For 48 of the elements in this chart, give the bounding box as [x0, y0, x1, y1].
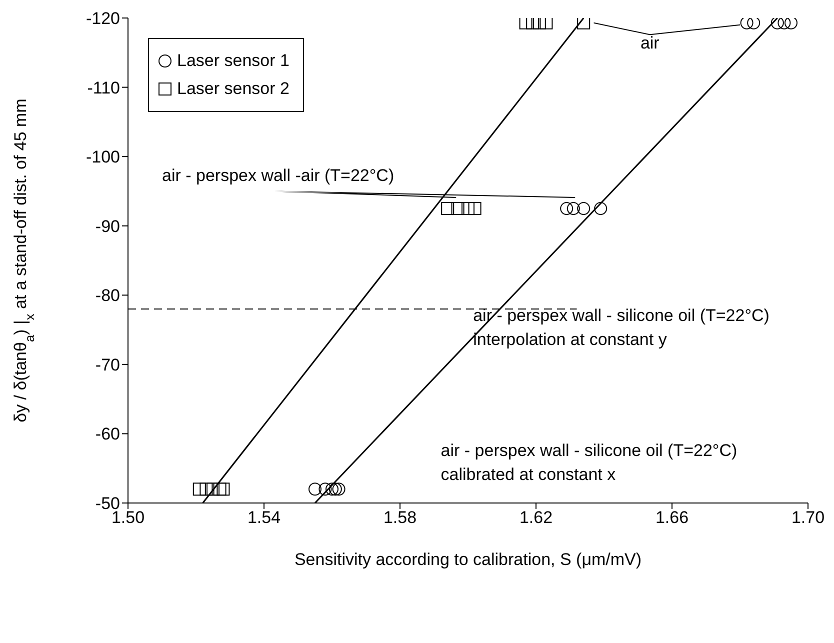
point — [778, 18, 791, 30]
x-tick-label: 1.62 — [519, 508, 553, 528]
x-axis-title: Sensitivity according to calibration, S (μm/mV) — [294, 550, 642, 569]
annotation: air - perspex wall - silicone oil (T=22°C) interpolation at constant y — [473, 306, 770, 349]
annotation: air — [640, 33, 660, 52]
annotation: air - perspex wall -air (T=22°C) — [162, 166, 394, 185]
point — [462, 202, 474, 216]
point — [213, 482, 226, 496]
x-tick-label: 1.66 — [655, 508, 689, 528]
point — [560, 202, 574, 216]
point — [519, 18, 532, 30]
point — [328, 482, 342, 496]
x-tick-label: 1.50 — [111, 508, 145, 528]
point — [532, 18, 546, 30]
legend-label: Laser sensor 1 — [177, 51, 290, 71]
point — [318, 482, 332, 496]
y-tick-label: -120 — [86, 9, 120, 28]
y-tick-label: -90 — [95, 216, 120, 236]
point — [192, 482, 206, 496]
annotation: air - perspex wall - silicone oil (T=22°C) calibrated at constant x — [440, 440, 738, 484]
x-tick-label: 1.58 — [383, 508, 417, 528]
point — [740, 18, 754, 30]
y-tick-label: -70 — [95, 355, 120, 374]
point — [770, 18, 784, 30]
point — [594, 202, 608, 216]
point — [577, 18, 590, 30]
point — [540, 18, 553, 30]
point — [747, 18, 760, 30]
legend-label: Laser sensor 2 — [177, 79, 290, 99]
point — [206, 482, 220, 496]
point — [451, 202, 464, 216]
point — [566, 202, 580, 216]
point — [216, 482, 230, 496]
point — [308, 482, 322, 496]
point — [332, 482, 346, 496]
point — [526, 18, 540, 30]
point — [784, 18, 798, 30]
x-tick-label: 1.70 — [791, 508, 825, 528]
y-tick-label: -60 — [95, 424, 120, 444]
point — [326, 482, 338, 496]
x-tick-label: 1.54 — [247, 508, 281, 528]
point — [200, 482, 213, 496]
point — [441, 202, 454, 216]
point — [468, 202, 482, 216]
point — [577, 202, 590, 216]
y-tick-label: -80 — [95, 286, 120, 306]
y-tick-label: -110 — [87, 78, 120, 98]
y-tick-label: -100 — [86, 148, 120, 167]
